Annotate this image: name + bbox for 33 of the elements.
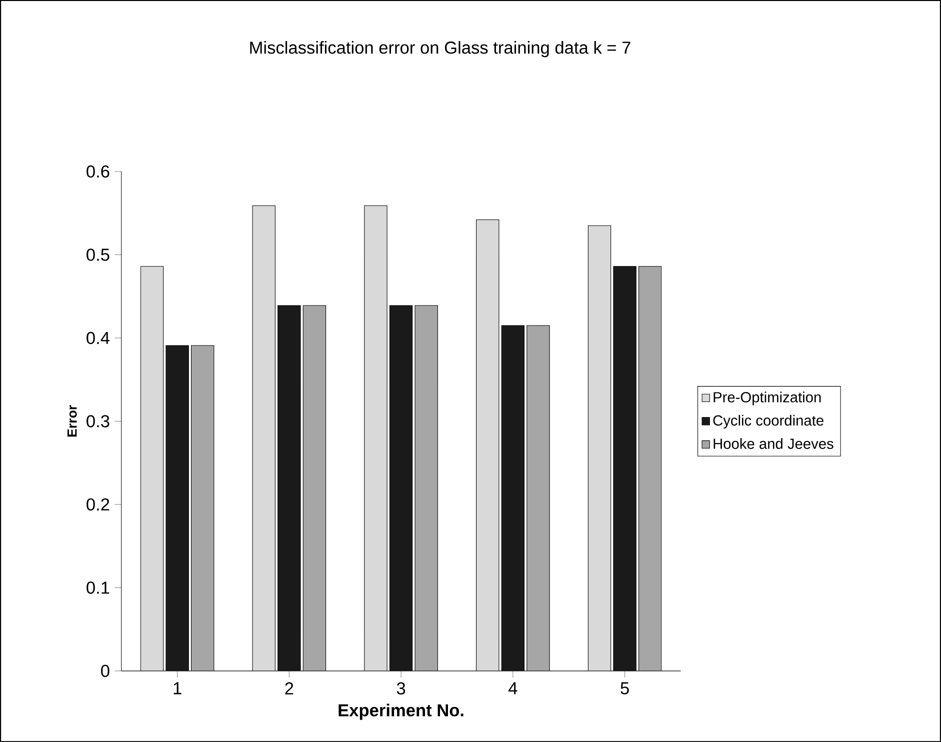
y-tick-label: 0.5	[86, 248, 110, 261]
x-tick-label: 2	[285, 682, 294, 694]
bar	[638, 266, 662, 671]
x-tick-label: 4	[508, 682, 518, 694]
y-tick-label: 0.3	[86, 414, 110, 428]
bar	[364, 206, 388, 671]
x-tick-label: 1	[174, 682, 182, 694]
bar	[613, 266, 636, 671]
bar	[476, 220, 499, 671]
y-tick-label: 0	[101, 664, 110, 677]
x-tick-label: 3	[396, 682, 406, 694]
bar	[140, 266, 164, 671]
bar	[191, 345, 214, 671]
y-tick-label: 0.4	[86, 332, 110, 344]
y-axis-title: Error	[67, 405, 77, 436]
legend-label: Hooke and Jeeves	[714, 438, 834, 449]
bar	[278, 305, 300, 671]
bar	[390, 305, 412, 671]
bar	[415, 305, 438, 671]
chart-title: Misclassification error on Glass training data k = 7	[250, 40, 630, 58]
legend-label: Cyclic coordinate	[713, 414, 824, 428]
x-axis-title: Experiment No.	[338, 704, 464, 720]
bar	[502, 325, 524, 671]
bar	[526, 325, 550, 671]
bar	[252, 206, 276, 671]
y-tick-label: 0.6	[86, 165, 110, 178]
legend-label: Pre-Optimization	[714, 392, 821, 406]
bar	[588, 225, 612, 671]
bar	[166, 345, 189, 671]
x-tick-label: 5	[620, 682, 629, 694]
y-tick-label: 0.1	[86, 581, 110, 594]
y-tick-label: 0.2	[86, 498, 110, 510]
bar	[303, 305, 326, 671]
